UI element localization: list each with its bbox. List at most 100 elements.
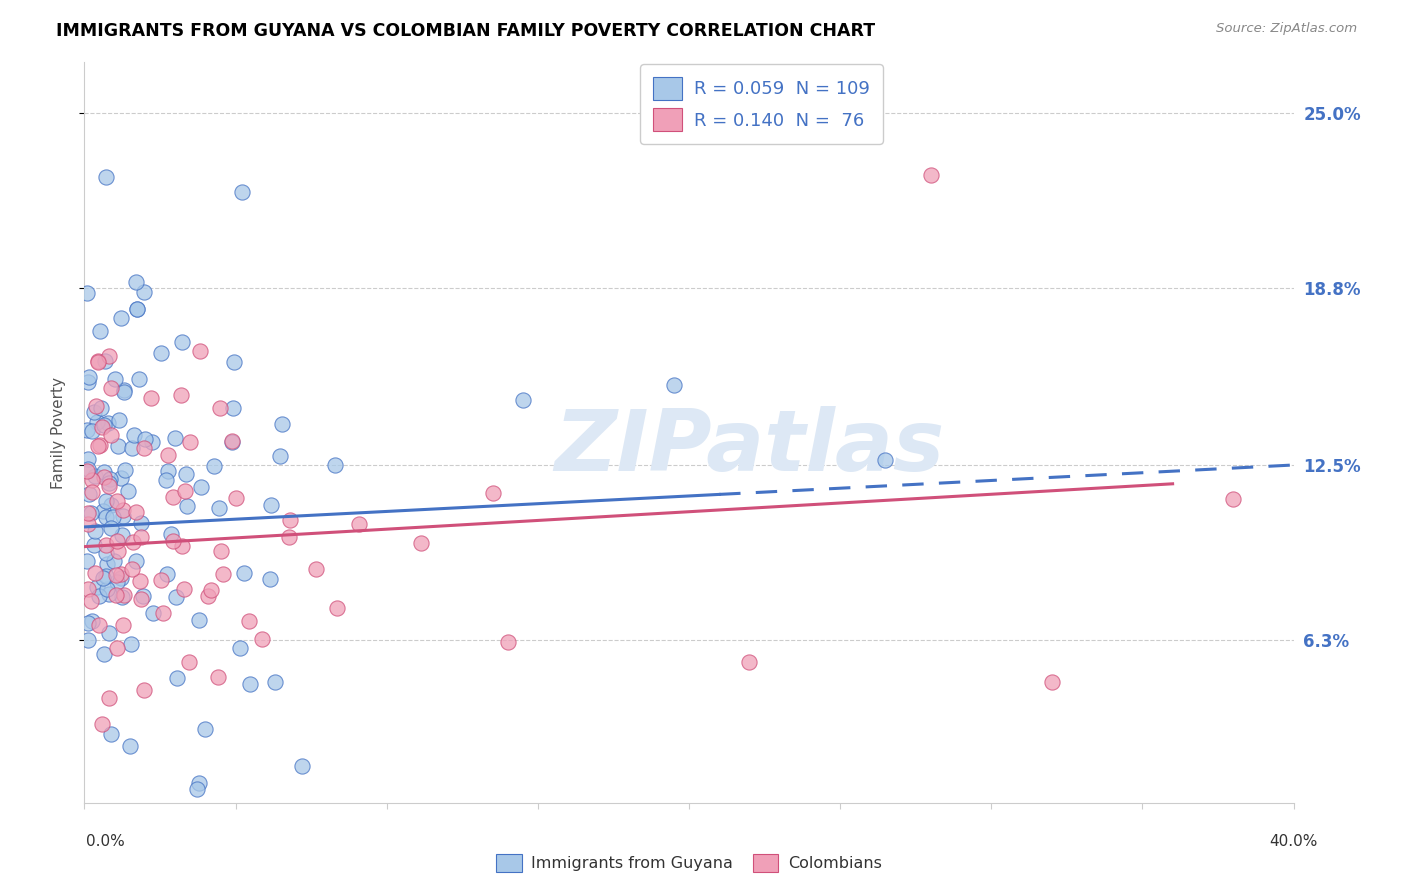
Point	[155, 473, 177, 487]
Point	[188, 344, 211, 359]
Point	[188, 613, 211, 627]
Point	[114, 463, 136, 477]
Point	[200, 582, 222, 597]
Point	[920, 168, 942, 182]
Point	[125, 302, 148, 317]
Point	[87, 355, 110, 369]
Point	[166, 671, 188, 685]
Point	[83, 538, 105, 552]
Point	[82, 424, 104, 438]
Point	[221, 435, 243, 450]
Point	[80, 507, 103, 521]
Point	[325, 601, 347, 615]
Point	[100, 428, 122, 442]
Legend: Immigrants from Guyana, Colombians: Immigrants from Guyana, Colombians	[488, 846, 890, 880]
Point	[174, 484, 197, 499]
Point	[125, 554, 148, 568]
Point	[225, 491, 247, 505]
Point	[93, 571, 115, 585]
Point	[77, 506, 100, 520]
Point	[202, 459, 225, 474]
Point	[221, 434, 243, 449]
Point	[190, 480, 212, 494]
Y-axis label: Family Poverty: Family Poverty	[51, 376, 66, 489]
Point	[110, 566, 132, 581]
Point	[89, 324, 111, 338]
Point	[94, 545, 117, 559]
Point	[104, 588, 127, 602]
Point	[80, 594, 103, 608]
Point	[125, 505, 148, 519]
Point	[110, 310, 132, 325]
Point	[142, 606, 165, 620]
Point	[149, 346, 172, 360]
Point	[96, 169, 118, 184]
Point	[97, 416, 120, 430]
Text: 40.0%: 40.0%	[1270, 834, 1317, 849]
Point	[76, 632, 98, 647]
Point	[77, 369, 100, 384]
Point	[496, 635, 519, 649]
Point	[86, 439, 108, 453]
Point	[172, 335, 194, 350]
Point	[291, 759, 314, 773]
Point	[103, 510, 125, 524]
Point	[122, 428, 145, 442]
Point	[90, 401, 112, 416]
Point	[179, 434, 201, 449]
Point	[96, 537, 118, 551]
Point	[111, 503, 134, 517]
Point	[129, 516, 152, 530]
Point	[114, 588, 136, 602]
Point	[165, 431, 187, 445]
Point	[100, 498, 122, 512]
Point	[76, 424, 98, 438]
Point	[129, 530, 152, 544]
Point	[83, 405, 105, 419]
Point	[165, 591, 187, 605]
Point	[93, 417, 115, 432]
Point	[90, 716, 112, 731]
Point	[118, 739, 141, 754]
Point	[96, 509, 118, 524]
Point	[232, 566, 254, 581]
Point	[104, 372, 127, 386]
Point	[89, 589, 111, 603]
Point	[186, 781, 208, 796]
Point	[231, 185, 253, 199]
Point	[176, 499, 198, 513]
Point	[222, 355, 245, 369]
Point	[82, 485, 104, 500]
Point	[129, 574, 152, 588]
Point	[96, 582, 118, 596]
Point	[103, 554, 125, 568]
Point	[117, 484, 139, 499]
Point	[105, 568, 128, 582]
Point	[139, 391, 162, 405]
Point	[93, 465, 115, 479]
Point	[91, 504, 114, 518]
Point	[134, 683, 156, 698]
Point	[83, 524, 105, 538]
Point	[93, 470, 115, 484]
Point	[112, 618, 135, 632]
Point	[76, 285, 98, 300]
Point	[91, 420, 114, 434]
Point	[132, 589, 155, 603]
Point	[94, 568, 117, 582]
Point	[112, 383, 135, 397]
Point	[97, 350, 120, 364]
Point	[96, 557, 118, 571]
Point	[76, 464, 98, 478]
Point	[107, 439, 129, 453]
Point	[98, 479, 121, 493]
Point	[125, 275, 148, 289]
Point	[156, 464, 179, 478]
Point	[107, 640, 129, 655]
Point	[121, 562, 143, 576]
Point	[512, 393, 534, 408]
Point	[271, 417, 294, 432]
Point	[77, 452, 100, 467]
Point	[107, 544, 129, 558]
Point	[77, 461, 100, 475]
